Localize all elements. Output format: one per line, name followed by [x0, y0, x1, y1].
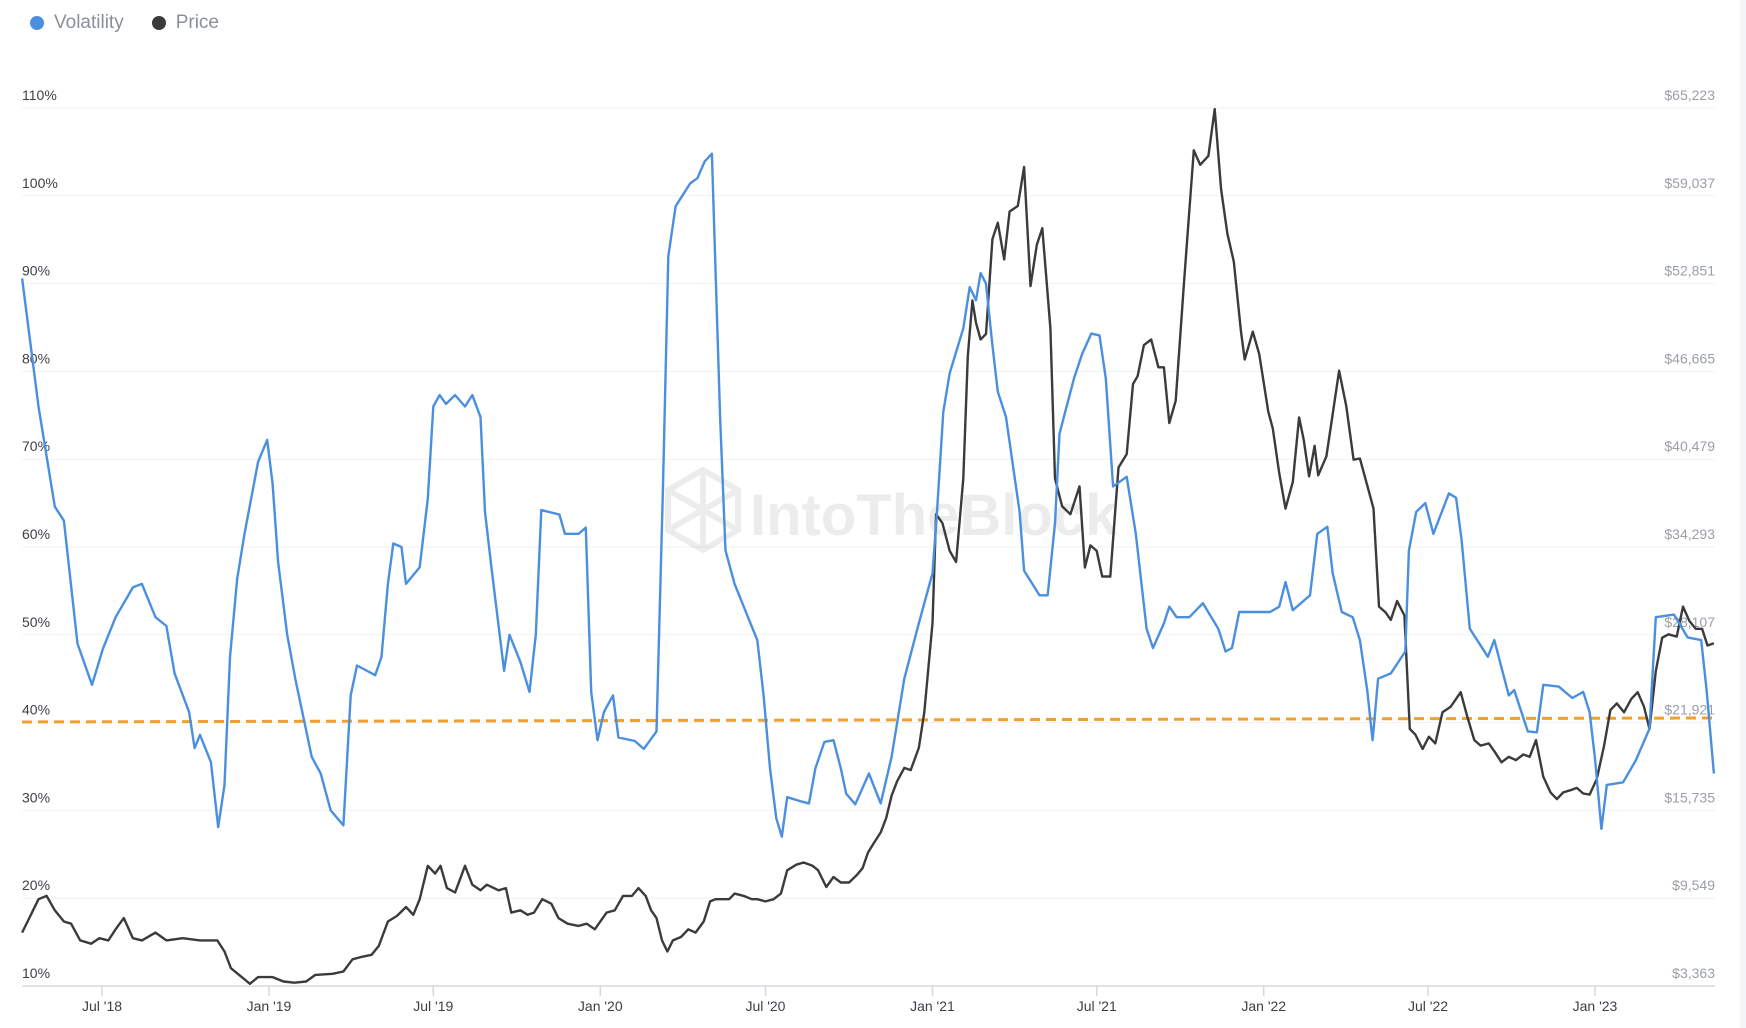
y-left-tick-label: 90% — [22, 263, 50, 279]
price-dot-icon — [151, 16, 166, 30]
y-right-tick-label: $34,293 — [1664, 526, 1715, 542]
x-tick-label: Jan '21 — [910, 998, 955, 1014]
y-right-tick-label: $65,223 — [1664, 87, 1715, 103]
scrollbar-track[interactable] — [1740, 0, 1746, 1028]
x-tick-label: Jul '20 — [745, 998, 785, 1014]
watermark-logo: IntoTheBlock — [665, 466, 1118, 554]
y-right-tick-label: $9,549 — [1672, 877, 1715, 893]
y-right-tick-label: $21,921 — [1664, 702, 1715, 718]
y-left-tick-label: 20% — [22, 877, 50, 893]
y-left-tick-label: 60% — [22, 526, 50, 542]
y-left-tick-label: 30% — [22, 789, 50, 805]
y-right-tick-label: $3,363 — [1672, 965, 1715, 981]
legend-item-volatility[interactable]: Volatility — [30, 12, 124, 34]
y-left-tick-label: 100% — [22, 175, 58, 191]
x-axis: Jul '18 Jan '19 Jul '19 Jan '20 Jul '20 Jan '… — [22, 985, 1715, 1014]
legend-label: Price — [175, 12, 219, 33]
y-left-tick-label: 80% — [22, 350, 50, 366]
x-tick-label: Jan '20 — [578, 998, 623, 1014]
y-axis-right: $3,363$9,549$15,735$21,921$28,107$34,293… — [1664, 87, 1715, 981]
gridlines — [22, 107, 1715, 899]
reference-line — [21, 716, 1716, 724]
x-tick-label: Jul '19 — [413, 998, 453, 1014]
legend-label: Volatility — [54, 12, 124, 33]
x-tick-label: Jul '18 — [82, 998, 122, 1014]
volatility-dot-icon — [30, 16, 44, 30]
y-left-tick-label: 70% — [22, 438, 50, 454]
y-right-tick-label: $15,735 — [1664, 789, 1715, 805]
x-tick-label: Jul '22 — [1408, 998, 1448, 1014]
x-tick-label: Jul '21 — [1077, 998, 1117, 1014]
y-right-tick-label: $59,037 — [1664, 175, 1715, 191]
y-left-tick-label: 40% — [22, 702, 50, 718]
y-right-tick-label: $46,665 — [1664, 350, 1715, 366]
y-left-tick-label: 110% — [22, 87, 57, 103]
legend-item-price[interactable]: Price — [151, 12, 219, 34]
y-axis-left: 10% 20% 30% 40% 50% 60% 70% 80% 90% 100% 110% — [22, 87, 58, 981]
volatility-series-line — [20, 152, 1716, 838]
x-tick-label: Jan '19 — [247, 998, 292, 1014]
x-tick-label: Jan '22 — [1241, 998, 1286, 1014]
y-left-tick-label: 50% — [22, 614, 50, 630]
legend: Volatility Price — [30, 12, 219, 34]
y-right-tick-label: $40,479 — [1664, 438, 1715, 454]
y-right-tick-label: $52,851 — [1664, 263, 1715, 279]
x-tick-label: Jan '23 — [1573, 998, 1618, 1014]
y-left-tick-label: 10% — [22, 965, 50, 981]
price-series-line — [21, 107, 1715, 985]
